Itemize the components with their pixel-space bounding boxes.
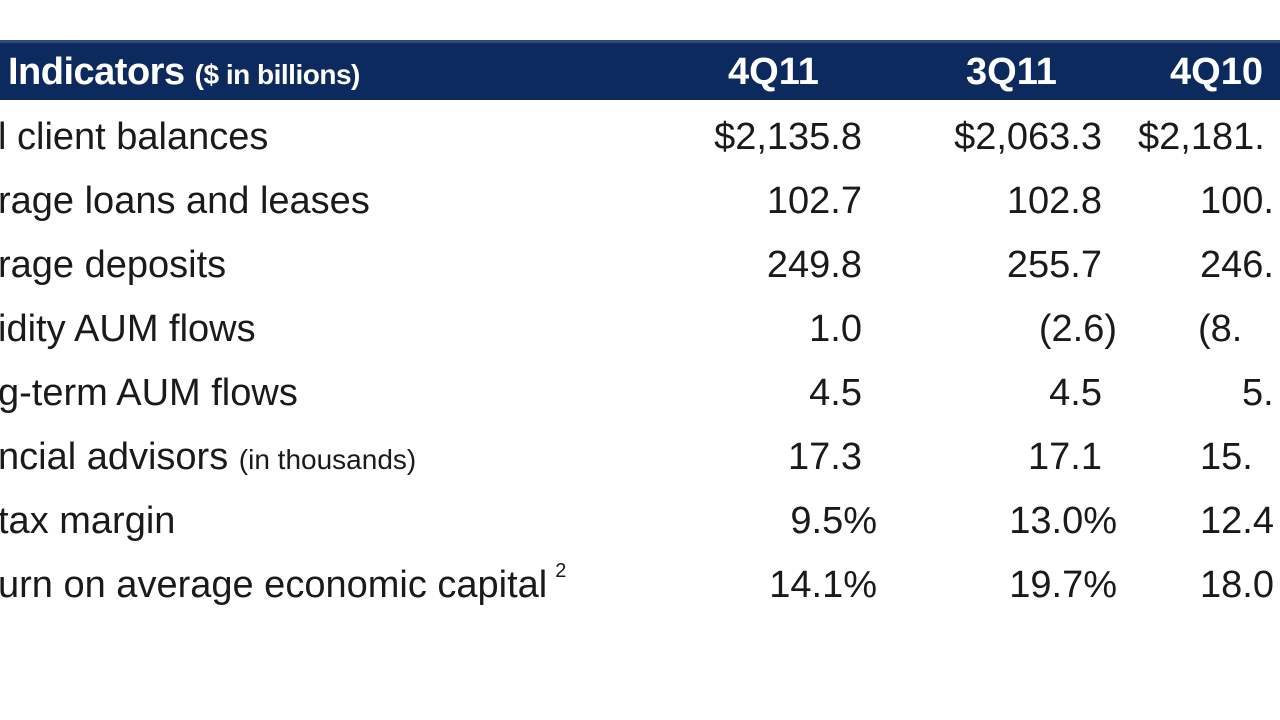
value-cell: 17.1 [1028,436,1102,478]
value-cell: 255.7 [1006,244,1102,286]
table-title: Indicators ($ in billions) [8,51,360,94]
row-label: rage deposits [0,244,226,287]
value-cell: 9.5% [790,500,877,542]
title-unit: ($ in billions) [194,59,361,90]
value-cell: 246. [1200,244,1274,286]
row-label: idity AUM flows [0,308,256,351]
row-label: g-term AUM flows [0,372,298,415]
row-label: tax margin [0,500,175,543]
row-label-text: tax margin [0,500,176,542]
row-label-note: (in thousands) [238,444,417,475]
value-cell: 4.5 [809,372,862,414]
value-cell: 18.0 [1200,564,1274,606]
value-cell: 5. [1242,372,1274,414]
row-label-text: urn on average economic capital [0,564,548,606]
table-row: ncial advisors (in thousands) 17.3 17.1 15. [0,436,1280,496]
value-cell: 15. [1200,436,1253,478]
value-cell: 249.8 [766,244,862,286]
row-label-text: g-term AUM flows [0,372,298,414]
value-cell: 102.7 [766,180,862,222]
row-label: rage loans and leases [0,180,370,223]
value-cell: 1.0 [809,308,862,350]
value-cell: 17.3 [788,436,862,478]
row-label: l client balances [0,116,268,159]
table-header: Indicators ($ in billions) 4Q11 3Q11 4Q1… [0,40,1280,100]
value-cell: (8. [1198,308,1243,350]
value-cell: $2,135.8 [714,116,862,158]
value-cell: 102.8 [1006,180,1102,222]
column-header-3q11: 3Q11 [966,51,1057,93]
table-row: g-term AUM flows 4.5 4.5 5. [0,372,1280,432]
value-cell: 100. [1200,180,1274,222]
value-cell: $2,063.3 [954,116,1102,158]
table-row: l client balances $2,135.8 $2,063.3 $2,181. [0,116,1280,176]
table-row: rage loans and leases 102.7 102.8 100. [0,180,1280,240]
value-cell: 13.0% [1009,500,1117,542]
row-label-text: idity AUM flows [0,308,256,350]
row-label-text: ncial advisors [0,436,229,478]
row-label-text: l client balances [0,116,269,158]
row-label-text: rage deposits [0,244,227,286]
table-row: idity AUM flows 1.0 (2.6) (8. [0,308,1280,368]
value-cell: 14.1% [769,564,877,606]
value-cell: $2,181. [1138,116,1265,158]
value-cell: 12.4 [1200,500,1274,542]
table-row: tax margin 9.5% 13.0% 12.4 [0,500,1280,560]
row-label: urn on average economic capital 2 [0,560,566,607]
row-label-text: rage loans and leases [0,180,370,222]
value-cell: 19.7% [1009,564,1117,606]
column-header-4q10: 4Q10 [1170,51,1263,93]
value-cell: (2.6) [1038,308,1117,350]
table-row: rage deposits 249.8 255.7 246. [0,244,1280,304]
row-label: ncial advisors (in thousands) [0,436,416,479]
value-cell: 4.5 [1049,372,1102,414]
footnote-marker: 2 [555,560,567,582]
title-text: Indicators [8,51,185,93]
column-header-4q11: 4Q11 [728,51,819,93]
table-row: urn on average economic capital 2 14.1% 19.… [0,560,1280,624]
